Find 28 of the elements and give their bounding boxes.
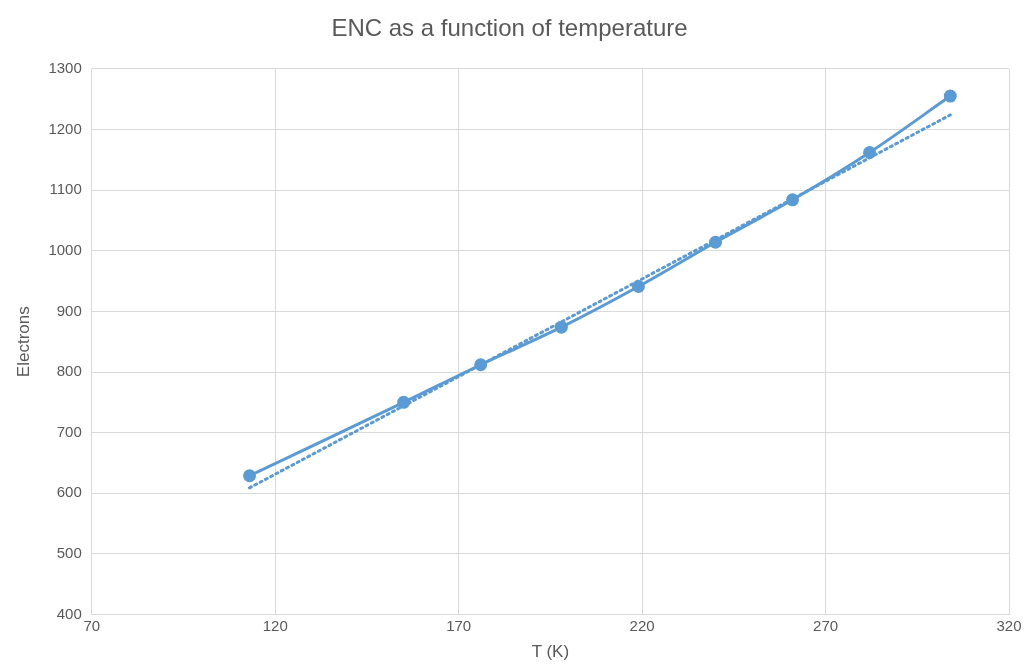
y-tick-label: 400: [56, 604, 82, 622]
x-tick-label: 120: [262, 616, 288, 634]
y-tick-label: 1100: [49, 180, 82, 198]
y-tick-label: 1200: [48, 119, 82, 137]
y-tick-label: 1000: [48, 240, 82, 258]
x-tick-label: 320: [996, 616, 1022, 634]
point: [631, 280, 645, 294]
x-tick-label: 270: [813, 616, 839, 634]
point: [554, 320, 568, 334]
point: [243, 469, 257, 483]
chart-title: ENC as a function of temperature: [331, 14, 688, 42]
y-tick-label: 900: [56, 301, 82, 319]
y-tick-label: 600: [56, 483, 82, 501]
y-tick-label: 700: [56, 422, 82, 440]
point: [397, 395, 411, 409]
x-tick-label: 70: [83, 616, 101, 634]
y-tick-label: 800: [56, 362, 82, 380]
y-tick-label: 1300: [48, 58, 82, 76]
point: [708, 235, 722, 249]
point: [474, 358, 488, 372]
x-tick-label: 220: [629, 616, 655, 634]
point: [786, 193, 800, 207]
point: [943, 89, 957, 103]
y-axis-title: Electrons: [13, 306, 33, 378]
x-tick-label: 170: [446, 616, 472, 634]
x-axis-title: T (K): [531, 642, 570, 662]
y-tick-label: 500: [56, 544, 82, 562]
point: [863, 145, 877, 159]
